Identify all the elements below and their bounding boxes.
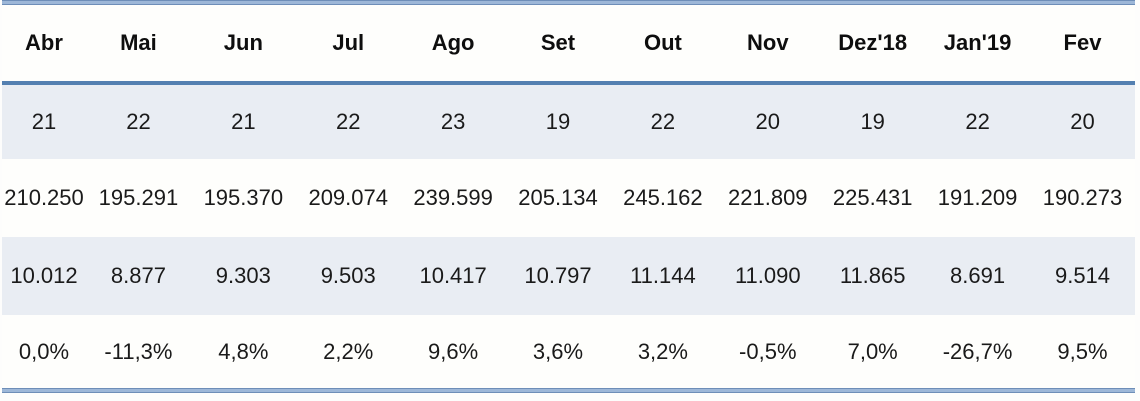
table-cell: 2,2% (323, 338, 374, 364)
table-cell: 11.090 (734, 263, 801, 288)
table-cell: 3,2% (637, 338, 688, 364)
column-header: Ago (400, 5, 506, 85)
table-cell: 20 (1070, 109, 1095, 134)
table-cell: 8.691 (950, 263, 1006, 288)
table-cell: 9,6% (428, 338, 479, 364)
table-cell: 21 (31, 109, 57, 134)
table-cell: 245.162 (623, 185, 703, 210)
table-cell: 0,0% (18, 338, 70, 364)
table-cell: 3,6% (532, 338, 584, 364)
table-cell: 10.417 (419, 263, 487, 288)
table-cell: 4,8% (218, 338, 269, 364)
column-header: Jul (295, 5, 401, 85)
column-header: Out (610, 5, 716, 85)
table-cell: 10.012 (10, 263, 78, 288)
table-cell: 8.877 (110, 263, 166, 288)
table-cell: 191.209 (937, 185, 1018, 210)
table-row: 21 22 21 22 23 19 22 20 19 22 20 (2, 83, 1135, 159)
table-cell: 205.134 (518, 185, 598, 210)
table-cell: 22 (650, 109, 676, 134)
table-cell: 195.291 (98, 185, 179, 210)
table-cell: 225.431 (832, 185, 913, 210)
table-row: 210.250 195.291 195.370 209.074 239.599 205.1… (2, 159, 1135, 237)
table-cell: 10.797 (524, 263, 592, 288)
table-cell: 22 (126, 109, 151, 134)
top-accent-border (2, 0, 1135, 5)
column-header: Set (505, 5, 611, 85)
table-cell: 9,5% (1057, 338, 1108, 364)
table-cell: 9.503 (320, 263, 376, 288)
table-cell: 7,0% (847, 338, 898, 364)
column-header: Nov (715, 5, 821, 85)
table-cell: 9.514 (1054, 263, 1111, 288)
table-cell: 22 (335, 109, 361, 134)
column-header: Abr (2, 5, 86, 85)
table-cell: 11.865 (839, 263, 906, 288)
table-cell: 21 (231, 109, 256, 134)
table-cell: 221.809 (728, 185, 808, 210)
table-cell: 209.074 (308, 185, 388, 210)
column-header: Fev (1030, 5, 1135, 85)
table-cell: 22 (965, 109, 990, 134)
table-cell: 11.144 (630, 263, 696, 288)
table-cell: 195.370 (203, 185, 284, 210)
table-cell: 9.303 (215, 263, 271, 288)
monthly-data-table: Abr Mai Jun Jul Ago Set Out Nov Dez'18 Jan'19 Fev … (2, 5, 1135, 388)
monthly-data-table-container: Abr Mai Jun Jul Ago Set Out Nov Dez'18 Jan'19 Fev … (2, 0, 1135, 393)
table-row: 10.012 8.877 9.303 9.503 10.417 10.797 11.144 1… (2, 237, 1135, 315)
table-header-row: Abr Mai Jun Jul Ago Set Out Nov Dez'18 Jan'19 Fev (2, 5, 1135, 85)
column-header: Mai (86, 5, 191, 85)
table-cell: -26,7% (942, 338, 1013, 364)
table-cell: 239.599 (413, 185, 493, 210)
table-cell: 20 (755, 109, 781, 134)
table-cell: 19 (545, 109, 571, 134)
table-cell: -11,3% (104, 338, 173, 364)
table-cell: 210.250 (4, 185, 84, 210)
table-cell: -0,5% (739, 338, 797, 364)
table-row: 0,0% -11,3% 4,8% 2,2% 9,6% 3,6% 3,2% -0,5% 7,0% -… (2, 315, 1135, 388)
table-cell: 23 (440, 109, 466, 134)
table-cell: 19 (860, 109, 885, 134)
bottom-accent-border (2, 388, 1135, 393)
column-header: Jun (190, 5, 296, 85)
table-cell: 190.273 (1042, 185, 1123, 210)
column-header: Dez'18 (820, 5, 926, 85)
column-header: Jan'19 (925, 5, 1031, 85)
